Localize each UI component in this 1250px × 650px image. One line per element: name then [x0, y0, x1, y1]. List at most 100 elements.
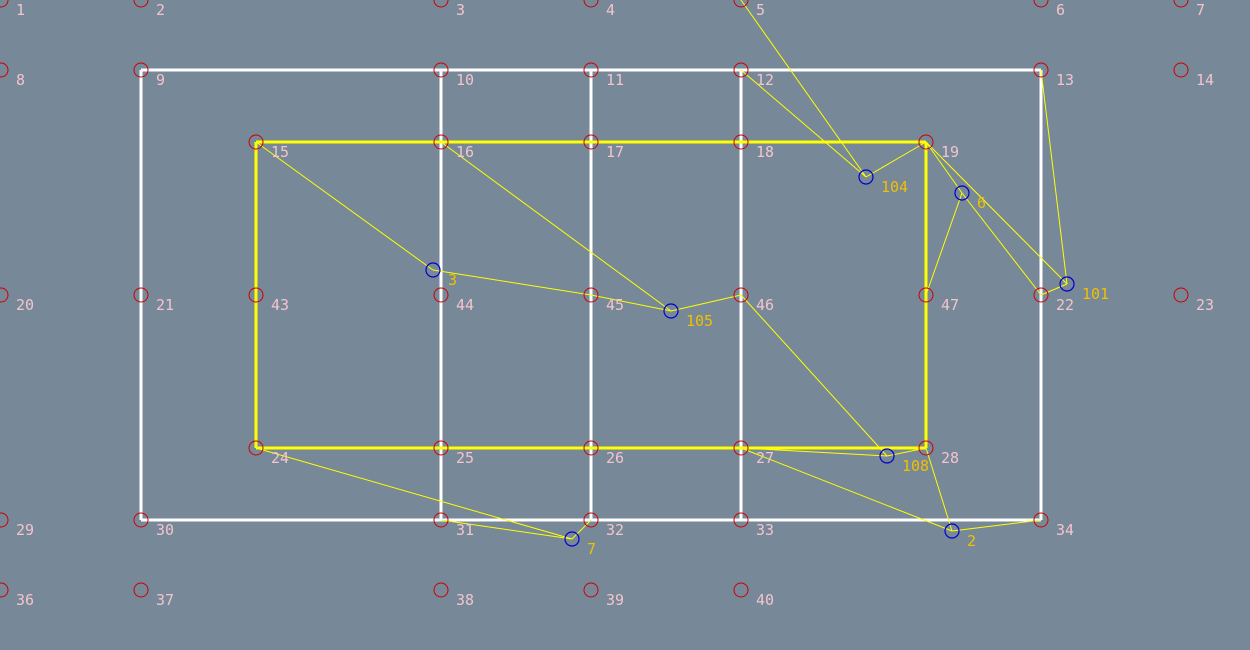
node-circle [133, 582, 149, 598]
link-line [432, 269, 592, 296]
node-circle [583, 287, 599, 303]
node-label: 13 [1056, 71, 1074, 89]
marker-circle [663, 303, 679, 319]
node-label: 46 [756, 296, 774, 314]
node-circle [433, 287, 449, 303]
link-line [440, 141, 672, 312]
node-label: 32 [606, 521, 624, 539]
link-line [925, 192, 963, 296]
node-14: 14 [1173, 62, 1214, 89]
node-label: 37 [156, 591, 174, 609]
node-circle [733, 440, 749, 456]
marker-105: 105 [663, 303, 713, 330]
node-label: 18 [756, 143, 774, 161]
node-label: 20 [16, 296, 34, 314]
link-line [590, 294, 672, 312]
node-circle [0, 512, 9, 528]
marker-6: 6 [954, 185, 986, 212]
marker-circle [858, 169, 874, 185]
node-label: 39 [606, 591, 624, 609]
marker-101: 101 [1059, 276, 1109, 303]
node-circle [918, 287, 934, 303]
marker-label: 108 [902, 457, 929, 475]
node-circle [733, 287, 749, 303]
marker-label: 101 [1082, 285, 1109, 303]
node-5: 5 [733, 0, 765, 19]
node-label: 36 [16, 591, 34, 609]
node-label: 12 [756, 71, 774, 89]
node-circle [583, 62, 599, 78]
node-circle [0, 62, 9, 78]
node-label: 19 [941, 143, 959, 161]
link-line [440, 519, 573, 540]
node-label: 31 [456, 521, 474, 539]
marker-2: 2 [944, 523, 976, 550]
node-circle [1033, 62, 1049, 78]
node-circle [918, 440, 934, 456]
node-label: 1 [16, 1, 25, 19]
node-12: 12 [733, 62, 774, 89]
marker-circle [425, 262, 441, 278]
node-label: 3 [456, 1, 465, 19]
link-line [255, 141, 434, 271]
link-line [740, 447, 953, 532]
markers: 104 6 101 3 105 108 7 2 [425, 169, 1109, 558]
node-43: 43 [248, 287, 289, 314]
node-label: 17 [606, 143, 624, 161]
node-44: 44 [433, 287, 474, 314]
node-32: 32 [583, 512, 624, 539]
node-28: 28 [918, 440, 959, 467]
node-20: 20 [0, 287, 34, 314]
marker-label: 2 [967, 532, 976, 550]
node-circle [918, 134, 934, 150]
node-circle [433, 62, 449, 78]
node-circle [0, 287, 9, 303]
node-27: 27 [733, 440, 774, 467]
node-label: 21 [156, 296, 174, 314]
node-circle [248, 134, 264, 150]
marker-label: 7 [587, 540, 596, 558]
node-39: 39 [583, 582, 624, 609]
node-34: 34 [1033, 512, 1074, 539]
node-circle [0, 582, 9, 598]
node-circle [733, 62, 749, 78]
node-3: 3 [433, 0, 465, 19]
node-19: 19 [918, 134, 959, 161]
node-21: 21 [133, 287, 174, 314]
node-11: 11 [583, 62, 624, 89]
link-line [740, 69, 867, 178]
marker-108: 108 [879, 448, 929, 475]
node-15: 15 [248, 134, 289, 161]
node-label: 2 [156, 1, 165, 19]
node-circle [733, 582, 749, 598]
node-label: 45 [606, 296, 624, 314]
node-label: 26 [606, 449, 624, 467]
node-2: 2 [133, 0, 165, 19]
node-circle [1173, 287, 1189, 303]
link-line [925, 447, 953, 532]
node-23: 23 [1173, 287, 1214, 314]
node-label: 8 [16, 71, 25, 89]
marker-label: 104 [881, 178, 908, 196]
node-label: 30 [156, 521, 174, 539]
node-label: 10 [456, 71, 474, 89]
node-label: 4 [606, 1, 615, 19]
node-circle [1033, 512, 1049, 528]
node-label: 43 [271, 296, 289, 314]
node-circle [583, 582, 599, 598]
node-circle [133, 62, 149, 78]
node-label: 33 [756, 521, 774, 539]
node-circle [133, 287, 149, 303]
link-line [961, 192, 1042, 296]
link-line [255, 447, 573, 540]
node-22: 22 [1033, 287, 1074, 314]
node-29: 29 [0, 512, 34, 539]
link-lines [255, 0, 1068, 540]
node-circle [583, 0, 599, 8]
marker-circle [564, 531, 580, 547]
node-25: 25 [433, 440, 474, 467]
node-label: 40 [756, 591, 774, 609]
node-31: 31 [433, 512, 474, 539]
link-line [740, 447, 888, 457]
